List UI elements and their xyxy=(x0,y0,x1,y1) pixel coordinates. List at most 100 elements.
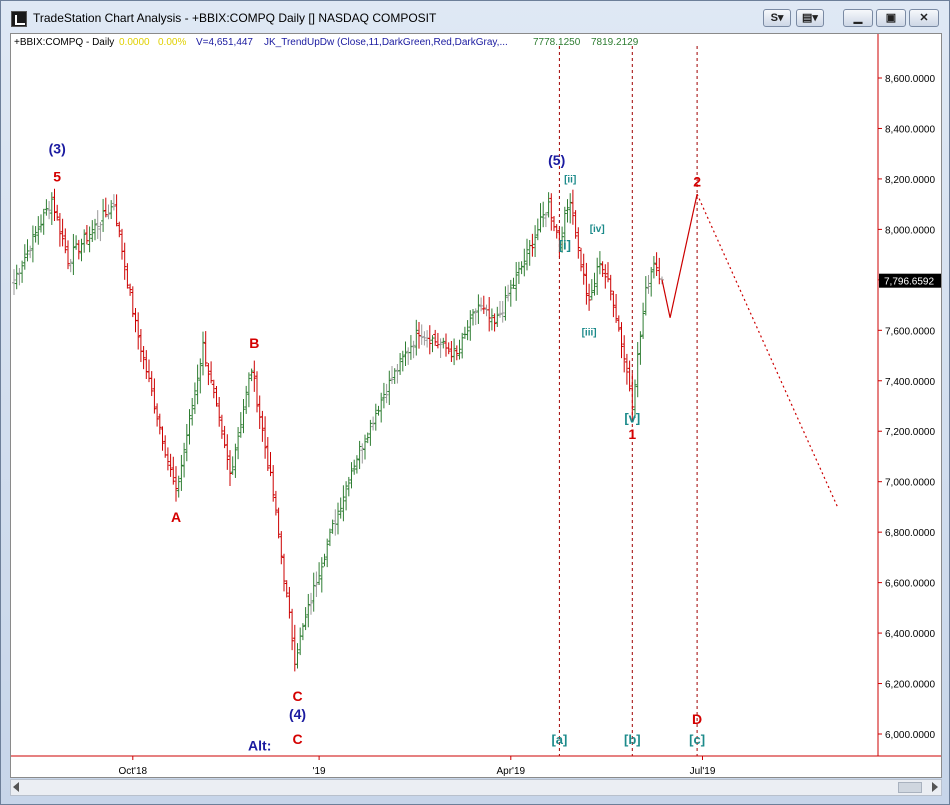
price-bar xyxy=(603,264,608,289)
price-bar xyxy=(236,427,241,460)
price-bar xyxy=(157,413,162,435)
price-bar xyxy=(462,326,467,339)
price-bar xyxy=(63,228,68,254)
price-bar xyxy=(570,189,575,225)
price-bar xyxy=(179,454,184,491)
title-bar[interactable]: TradeStation Chart Analysis - +BBIX:COMP… xyxy=(1,1,949,34)
price-bar xyxy=(276,507,281,539)
price-bar xyxy=(14,264,19,290)
price-bar xyxy=(635,341,640,398)
wave-label: A xyxy=(171,509,181,525)
wave-label: (3) xyxy=(49,141,66,157)
price-bar xyxy=(541,201,546,228)
s-menu-button[interactable]: S▾ xyxy=(763,9,791,27)
price-bar xyxy=(360,443,365,464)
price-bar xyxy=(298,627,303,656)
scroll-right-arrow-icon[interactable] xyxy=(932,782,938,792)
price-bar xyxy=(325,538,330,568)
price-bar xyxy=(41,208,46,235)
price-bar xyxy=(209,361,214,384)
price-bar xyxy=(519,261,524,275)
price-chart[interactable]: (3) 5 A B C (4) Alt: C (5) [ii] [i] [iv] [iii] [v]1 2 D… xyxy=(11,34,941,777)
price-bar xyxy=(217,397,222,427)
price-bar xyxy=(12,269,16,295)
price-bar xyxy=(257,395,262,430)
price-bar xyxy=(79,238,84,262)
price-bar xyxy=(120,228,124,260)
price-bar xyxy=(624,353,629,385)
price-bar xyxy=(260,410,265,442)
price-bar xyxy=(160,426,165,451)
price-bar xyxy=(630,373,635,418)
price-tick-label: 7,600.0000 xyxy=(885,326,935,337)
chart-area[interactable]: (3) 5 A B C (4) Alt: C (5) [ii] [i] [iv] [iii] [v] 1 2 D… xyxy=(10,33,942,778)
wave-label: [b] xyxy=(624,732,641,747)
time-tick-label: Oct'18 xyxy=(119,766,148,777)
price-bar xyxy=(392,368,397,384)
price-bar xyxy=(84,225,89,245)
price-bar xyxy=(117,221,122,238)
price-bar xyxy=(411,340,416,359)
price-bar xyxy=(589,279,594,301)
price-bar xyxy=(549,193,554,231)
maximize-button[interactable]: ▣ xyxy=(876,9,906,27)
price-bar xyxy=(522,248,527,277)
wave-vertical-lines xyxy=(558,46,698,756)
price-bar xyxy=(122,242,127,280)
price-bar xyxy=(265,437,270,471)
price-bar xyxy=(619,322,624,359)
price-bar xyxy=(57,213,62,247)
price-bar xyxy=(130,286,135,318)
price-bar xyxy=(503,286,508,321)
price-bar xyxy=(244,385,249,414)
chart-menu-button[interactable]: ▤▾ xyxy=(796,9,824,27)
price-bar xyxy=(363,434,367,460)
price-bar xyxy=(114,194,119,227)
price-bar xyxy=(508,279,513,307)
price-tick-label: 7,400.0000 xyxy=(885,377,935,388)
price-bar xyxy=(219,414,224,439)
price-bar xyxy=(138,329,143,363)
projection-lines xyxy=(661,193,839,508)
price-bar xyxy=(174,466,178,502)
price-bar xyxy=(557,227,562,257)
price-bar xyxy=(25,239,30,262)
price-tick-label: 6,400.0000 xyxy=(885,629,935,640)
price-bar xyxy=(581,253,586,285)
minimize-button[interactable]: ▁ xyxy=(843,9,873,27)
price-bar xyxy=(198,358,203,394)
price-bar xyxy=(211,379,216,399)
price-bar xyxy=(109,200,114,219)
price-bar xyxy=(433,329,438,346)
price-bar xyxy=(55,204,60,221)
price-bar xyxy=(201,331,205,376)
price-bar xyxy=(441,337,446,349)
price-bar xyxy=(333,509,338,536)
price-bar xyxy=(592,272,597,296)
price-bar xyxy=(357,440,362,470)
price-bar xyxy=(543,212,548,228)
price-bar xyxy=(33,226,38,243)
price-bar xyxy=(303,607,308,631)
price-bar xyxy=(228,450,232,486)
price-bar xyxy=(595,257,600,295)
price-bar xyxy=(611,290,616,318)
wave-label: [i] xyxy=(559,238,571,253)
price-tick-label: 8,600.0000 xyxy=(885,74,935,85)
price-bar xyxy=(554,224,559,239)
close-button[interactable]: ✕ xyxy=(909,9,939,27)
price-bar xyxy=(295,643,300,669)
price-bar xyxy=(414,319,419,356)
scroll-left-arrow-icon[interactable] xyxy=(13,782,19,792)
scroll-thumb[interactable] xyxy=(898,782,922,793)
price-bar xyxy=(600,261,605,277)
price-bar xyxy=(192,382,197,414)
price-bar xyxy=(368,419,373,446)
horizontal-scrollbar[interactable] xyxy=(10,779,942,796)
price-tick-label: 6,600.0000 xyxy=(885,579,935,590)
price-bar xyxy=(352,459,357,475)
price-bars xyxy=(12,188,664,672)
status-indicator-value-1: 7778.1250 xyxy=(533,37,581,48)
price-tick-label: 6,000.0000 xyxy=(885,730,935,741)
